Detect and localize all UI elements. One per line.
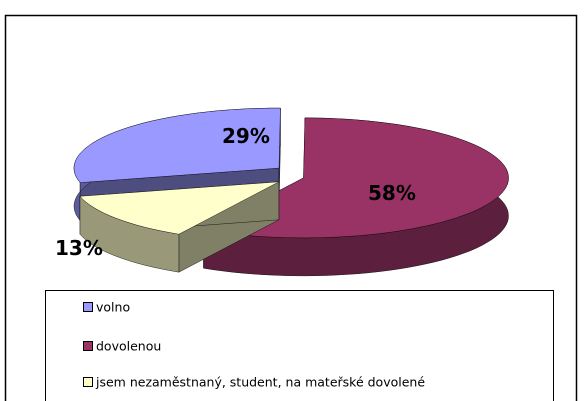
legend-swatch <box>83 302 93 312</box>
slice <box>79 181 279 235</box>
slice <box>202 117 509 239</box>
legend-box <box>45 290 554 401</box>
legend-label: jsem nezaměstnaný, student, na mateřské … <box>95 375 425 390</box>
data-label: 13% <box>55 236 103 260</box>
slice <box>73 107 281 183</box>
data-label: 58% <box>368 181 416 205</box>
legend-swatch <box>83 341 93 351</box>
legend-swatch <box>83 377 93 387</box>
data-label: 29% <box>222 124 270 148</box>
legend-label: volno <box>96 300 130 315</box>
legend-label: dovolenou <box>96 339 161 354</box>
